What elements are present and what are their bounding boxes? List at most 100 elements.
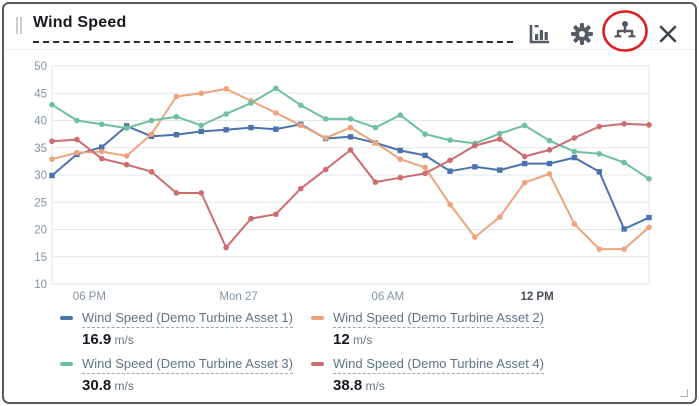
data-point [248,215,254,222]
data-point [571,135,578,141]
data-point [148,117,155,124]
y-tick-label: 50 [34,61,47,73]
data-point [198,122,205,129]
data-point [497,167,503,173]
data-point [422,164,428,171]
y-tick-label: 20 [34,225,47,237]
data-point [347,147,354,153]
legend-item: Wind Speed (Demo Turbine Asset 1) 16.9 m/… [60,309,311,348]
x-tick-label: 06 AM [372,291,405,303]
data-point [397,174,404,181]
data-point [98,148,105,155]
series-line [51,87,650,180]
data-point [322,116,329,122]
data-point [646,214,652,221]
data-point [297,185,304,192]
x-tick-label: 12 PM [520,291,553,303]
data-point [223,127,229,133]
data-point [223,244,229,251]
data-point [521,122,528,129]
data-point [496,130,503,137]
data-point [571,154,578,161]
data-point [273,110,279,116]
y-tick-label: 35 [34,143,47,155]
data-point [447,157,453,164]
data-point [98,155,105,162]
data-point [621,226,627,232]
y-tick-label: 30 [34,170,47,182]
x-tick-label: Mon 27 [219,291,257,303]
data-point [521,179,528,186]
data-point [297,122,304,129]
resize-handle-icon[interactable] [680,389,688,397]
legend-label[interactable]: Wind Speed (Demo Turbine Asset 3) [82,356,293,374]
legend-label[interactable]: Wind Speed (Demo Turbine Asset 4) [333,356,544,374]
data-point [74,136,80,143]
data-point [447,168,453,174]
data-point [49,172,55,179]
data-point [223,111,229,117]
legend-marker-icon [311,316,324,320]
data-point [571,221,578,227]
bar-chart-icon[interactable] [526,21,552,47]
data-point [521,153,528,160]
data-point [49,101,55,108]
data-point [322,135,329,141]
legend-latest-value: 38.8 m/s [333,377,385,394]
data-point [347,116,354,122]
legend-marker-icon [311,362,324,366]
data-point [74,117,80,124]
data-point [49,138,55,145]
data-point [646,122,652,128]
data-point [621,159,627,166]
data-point [596,123,603,130]
y-tick-label: 45 [34,88,47,100]
data-point [571,148,578,155]
data-point [372,179,379,185]
data-point [472,234,478,240]
x-tick-label: 06 PM [73,291,106,303]
data-point [248,100,254,106]
data-point [273,126,279,132]
data-point [646,224,652,231]
data-point [447,137,453,143]
data-point [596,150,603,157]
data-point [347,124,354,131]
data-point [297,102,304,109]
chart-legend: Wind Speed (Demo Turbine Asset 1) 16.9 m/… [60,309,685,394]
data-point [173,93,180,100]
data-point [422,152,428,159]
legend-label[interactable]: Wind Speed (Demo Turbine Asset 2) [333,310,544,328]
data-point [397,112,404,118]
widget-title[interactable]: Wind Speed [33,14,127,31]
data-point [422,131,428,137]
y-tick-label: 25 [34,197,47,209]
data-point [472,142,478,149]
line-chart[interactable]: 10 15 20 25 30 35 40 45 50 06 PM Mon 27 06 AM 12 PM [4,50,695,306]
data-point [347,134,354,140]
gear-icon[interactable] [569,21,595,47]
drag-handle-icon[interactable] [16,17,24,34]
legend-marker-icon [60,362,73,366]
data-point [248,124,254,131]
data-point [372,124,379,131]
data-point [621,246,627,252]
tree-icon[interactable] [612,18,638,44]
data-point [198,190,205,196]
data-point [123,153,130,159]
data-point [123,161,130,168]
close-icon[interactable] [655,21,681,47]
data-point [322,166,329,173]
data-point [198,128,204,135]
data-point [397,147,403,154]
legend-item: Wind Speed (Demo Turbine Asset 2) 12 m/s [311,309,685,348]
data-point [98,121,105,128]
data-point [546,160,553,167]
data-point [596,246,603,252]
data-point [273,211,279,218]
legend-label[interactable]: Wind Speed (Demo Turbine Asset 1) [82,310,293,328]
data-point [198,90,205,97]
data-point [621,120,627,127]
data-point [273,85,279,92]
